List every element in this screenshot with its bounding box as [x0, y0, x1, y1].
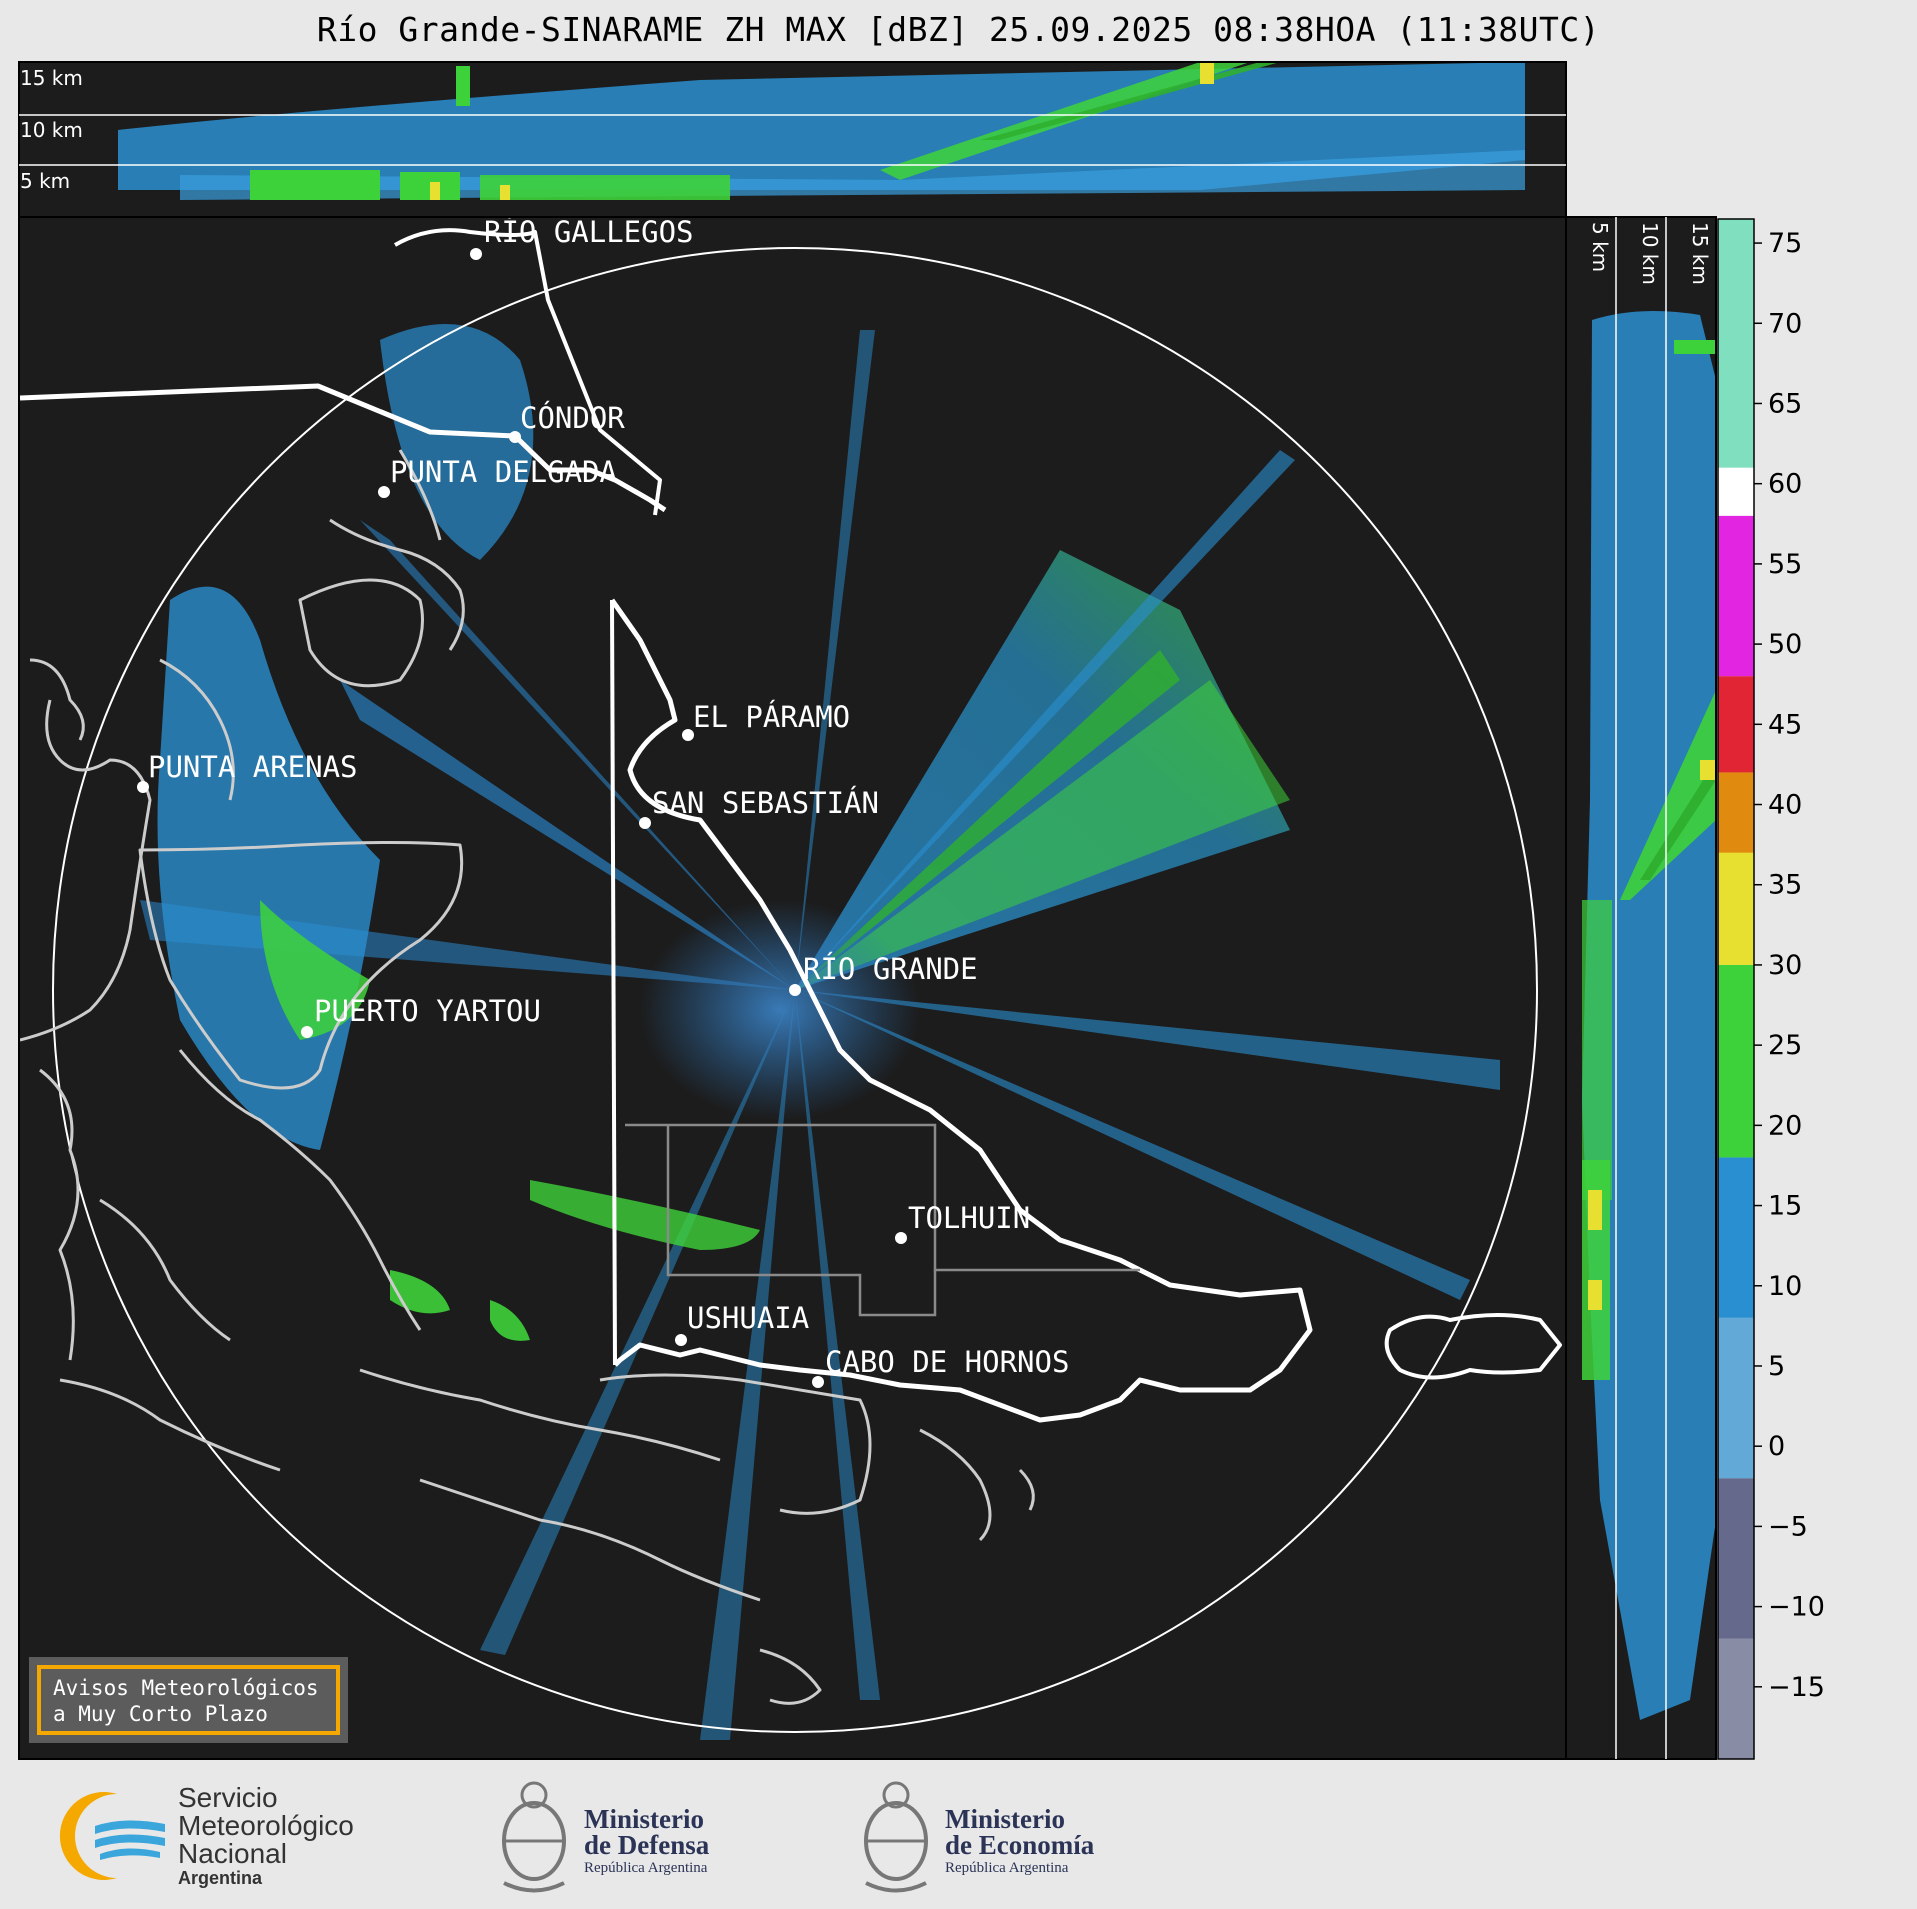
city-label-el-paramo: EL PÁRAMO: [693, 700, 850, 734]
alert-line-2: a Muy Corto Plazo: [53, 1702, 268, 1726]
colorbar-band-7: [1718, 515, 1754, 677]
right-alt-label-5: 5 km: [1588, 222, 1612, 272]
radar-map: RÍO GALLEGOS CÓNDOR PUNTA DELGADA EL PÁR…: [18, 215, 1567, 1760]
colorbar-tick-label: 55: [1768, 549, 1802, 580]
city-label-rio-gallegos: RÍO GALLEGOS: [484, 215, 694, 249]
alert-line-1: Avisos Meteorológicos: [53, 1676, 319, 1700]
colorbar-tick-label: −5: [1768, 1511, 1808, 1542]
city-label-ushuaia: USHUAIA: [687, 1301, 809, 1335]
colorbar-tick-label: 5: [1768, 1351, 1785, 1382]
colorbar-tick-label: 70: [1768, 308, 1802, 339]
colorbar-tick-label: 20: [1768, 1110, 1802, 1141]
colorbar-band-2: [1718, 1317, 1754, 1479]
coastlines: [20, 228, 1562, 1705]
radar-echoes: [140, 324, 1500, 1740]
colorbar-tick-label: 15: [1768, 1191, 1802, 1222]
colorbar-band-1: [1718, 1478, 1754, 1639]
city-label-condor: CÓNDOR: [520, 401, 625, 435]
smn-logo-text: Servicio Meteorológico Nacional Argentin…: [178, 1782, 354, 1889]
city-label-san-sebastian: SAN SEBASTIÁN: [652, 786, 879, 820]
defensa-coat-of-arms-icon: [502, 1781, 566, 1893]
smn-logo-icon: [59, 1792, 165, 1880]
alert-box: Avisos Meteorológicos a Muy Corto Plazo: [29, 1657, 348, 1743]
top-alt-label-10: 10 km: [20, 118, 83, 142]
colorbar-tick-label: 40: [1768, 790, 1802, 821]
city-label-tolhuin: TOLHUIN: [908, 1201, 1030, 1235]
right-cross-section: 5 km 10 km 15 km: [1565, 216, 1717, 1760]
colorbar-band-6: [1718, 676, 1754, 773]
colorbar-band-4: [1718, 964, 1754, 1158]
top-alt-label-5: 5 km: [20, 169, 70, 193]
colorbar-tick-label: 60: [1768, 469, 1802, 500]
colorbar-band-0: [1718, 1638, 1754, 1759]
colorbar-tick-label: 50: [1768, 629, 1802, 660]
right-alt-label-15: 15 km: [1688, 222, 1712, 285]
top-alt-label-15: 15 km: [20, 66, 83, 90]
colorbar-tick-label: 25: [1768, 1030, 1802, 1061]
city-markers: [137, 248, 907, 1388]
map-title: Río Grande-SINARAME ZH MAX [dBZ] 25.09.2…: [316, 10, 1601, 49]
colorbar-tick-label: −10: [1768, 1592, 1825, 1623]
colorbar-tick-label: 65: [1768, 388, 1802, 419]
colorbar-tick-label: 30: [1768, 950, 1802, 981]
colorbar-tick-label: 35: [1768, 870, 1802, 901]
top-cross-section: 15 km 10 km 5 km: [18, 61, 1567, 218]
city-label-puerto-yartou: PUERTO YARTOU: [314, 994, 541, 1028]
city-label-punta-arenas: PUNTA ARENAS: [148, 750, 358, 784]
economia-logo-text: Ministerio de Economía República Argenti…: [945, 1804, 1095, 1877]
colorbar-tick-label: 0: [1768, 1431, 1785, 1462]
colorbar-band-orange: [1718, 772, 1754, 853]
colorbar-band-9: [1718, 219, 1754, 468]
defensa-logo-text: Ministerio de Defensa República Argentin…: [584, 1804, 710, 1877]
colorbar-tick-label: −15: [1768, 1672, 1825, 1703]
colorbar-tick-label: 75: [1768, 228, 1802, 259]
colorbar-band-3: [1718, 1157, 1754, 1318]
economia-coat-of-arms-icon: [864, 1781, 928, 1893]
city-label-cabo-de-hornos: CABO DE HORNOS: [825, 1345, 1069, 1379]
right-alt-label-10: 10 km: [1638, 222, 1662, 285]
colorbar-band-8: [1718, 467, 1754, 516]
colorbar-tick-label: 10: [1768, 1271, 1802, 1302]
city-label-rio-grande: RÍO GRANDE: [803, 952, 978, 986]
colorbar-tick-label: 45: [1768, 709, 1802, 740]
city-label-punta-delgada: PUNTA DELGADA: [390, 455, 617, 489]
